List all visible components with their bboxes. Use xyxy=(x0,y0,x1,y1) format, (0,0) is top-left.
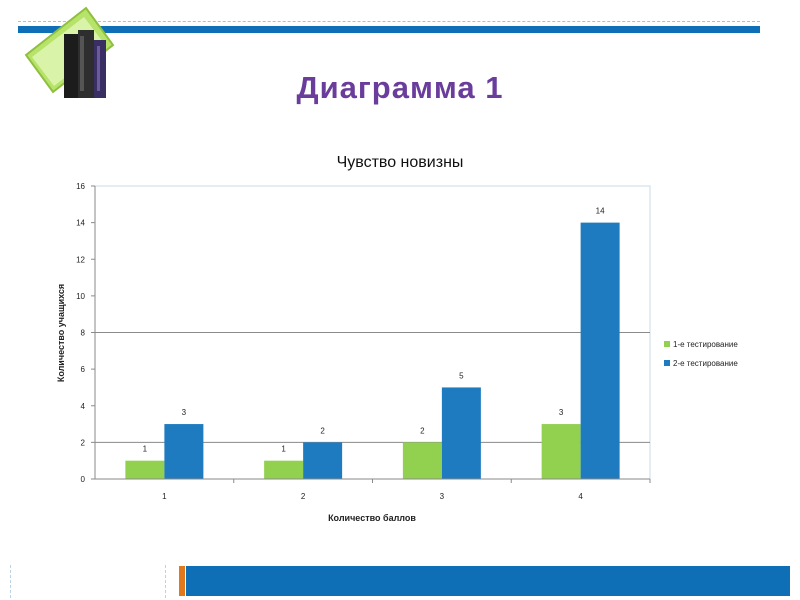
bar-2-1 xyxy=(164,424,204,479)
data-label: 3 xyxy=(182,408,187,417)
data-label: 2 xyxy=(320,426,325,435)
legend-label: 1-е тестирование xyxy=(673,340,738,349)
bar-2-4 xyxy=(580,222,620,479)
y-tick-label: 0 xyxy=(81,475,86,484)
y-tick-label: 4 xyxy=(81,402,86,411)
footer-dash-line xyxy=(165,565,168,598)
data-label: 2 xyxy=(420,426,425,435)
y-tick-label: 2 xyxy=(81,438,86,447)
y-axis-label: Количество учащихся xyxy=(56,284,66,382)
bar-1-4 xyxy=(541,424,581,479)
bar-2-3 xyxy=(441,387,481,479)
x-tick-label: 3 xyxy=(440,492,445,501)
legend-label: 2-е тестирование xyxy=(673,359,738,368)
bar-2-2 xyxy=(303,442,343,479)
y-tick-label: 10 xyxy=(76,292,85,301)
footer-accent xyxy=(179,566,185,596)
header-rule xyxy=(18,26,760,33)
x-axis-label: Количество баллов xyxy=(328,513,416,523)
data-label: 14 xyxy=(596,207,605,216)
y-tick-label: 12 xyxy=(76,255,85,264)
data-label: 5 xyxy=(459,371,464,380)
bar-1-1 xyxy=(125,460,165,479)
bar-1-3 xyxy=(402,442,442,479)
x-tick-label: 4 xyxy=(578,492,583,501)
y-tick-label: 14 xyxy=(76,219,85,228)
x-tick-label: 1 xyxy=(162,492,167,501)
data-label: 1 xyxy=(143,445,148,454)
x-tick-label: 2 xyxy=(301,492,306,501)
y-tick-label: 8 xyxy=(81,329,86,338)
y-tick-label: 16 xyxy=(76,182,85,191)
footer-bar xyxy=(186,566,790,596)
legend-swatch xyxy=(664,360,670,366)
slide-title: Диаграмма 1 xyxy=(296,70,504,105)
chart-title: Чувство новизны xyxy=(337,154,464,171)
footer-dash-line xyxy=(10,565,13,598)
data-label: 1 xyxy=(281,445,286,454)
legend-swatch xyxy=(664,341,670,347)
books-icon xyxy=(24,6,115,98)
bar-1-2 xyxy=(264,460,304,479)
header-thin-rule xyxy=(18,21,760,23)
data-label: 3 xyxy=(559,408,564,417)
y-tick-label: 6 xyxy=(81,365,86,374)
